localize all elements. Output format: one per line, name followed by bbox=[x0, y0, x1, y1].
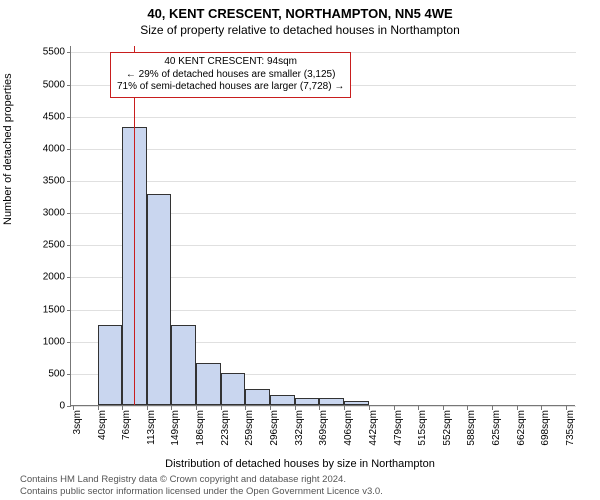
chart-container: 40, KENT CRESCENT, NORTHAMPTON, NN5 4WE … bbox=[0, 0, 600, 500]
xtick-label: 698sqm bbox=[540, 410, 551, 460]
gridline bbox=[71, 117, 576, 118]
chart-area: 40 KENT CRESCENT: 94sqm ← 29% of detache… bbox=[70, 46, 575, 406]
histogram-bar bbox=[344, 401, 368, 405]
xtick-label: 332sqm bbox=[294, 410, 305, 460]
xtick-label: 3sqm bbox=[72, 410, 83, 460]
ytick-mark bbox=[67, 213, 71, 214]
ytick-mark bbox=[67, 245, 71, 246]
ytick-mark bbox=[67, 277, 71, 278]
ytick-label: 4000 bbox=[25, 143, 65, 154]
histogram-bar bbox=[270, 395, 294, 405]
histogram-bar bbox=[196, 363, 221, 405]
ytick-mark bbox=[67, 117, 71, 118]
y-axis-label: Number of detached properties bbox=[2, 73, 14, 225]
legend-box: 40 KENT CRESCENT: 94sqm ← 29% of detache… bbox=[110, 52, 351, 98]
xtick-label: 479sqm bbox=[393, 410, 404, 460]
footnote: Contains HM Land Registry data © Crown c… bbox=[20, 474, 383, 497]
histogram-bar bbox=[98, 325, 122, 405]
histogram-bar bbox=[147, 194, 171, 405]
title-main: 40, KENT CRESCENT, NORTHAMPTON, NN5 4WE bbox=[0, 0, 600, 21]
ytick-label: 2500 bbox=[25, 240, 65, 251]
xtick-label: 662sqm bbox=[516, 410, 527, 460]
ytick-label: 3500 bbox=[25, 176, 65, 187]
ytick-mark bbox=[67, 52, 71, 53]
ytick-label: 3000 bbox=[25, 208, 65, 219]
footnote-line-1: Contains HM Land Registry data © Crown c… bbox=[20, 474, 383, 485]
xtick-label: 259sqm bbox=[244, 410, 255, 460]
ytick-label: 1500 bbox=[25, 304, 65, 315]
ytick-label: 4500 bbox=[25, 111, 65, 122]
xtick-label: 735sqm bbox=[565, 410, 576, 460]
xtick-label: 149sqm bbox=[170, 410, 181, 460]
xtick-label: 186sqm bbox=[195, 410, 206, 460]
legend-line-1: 40 KENT CRESCENT: 94sqm bbox=[117, 56, 344, 69]
ytick-label: 5000 bbox=[25, 79, 65, 90]
ytick-mark bbox=[67, 181, 71, 182]
histogram-bar bbox=[221, 373, 245, 405]
ytick-mark bbox=[67, 374, 71, 375]
title-sub: Size of property relative to detached ho… bbox=[0, 21, 600, 37]
xtick-label: 442sqm bbox=[368, 410, 379, 460]
ytick-mark bbox=[67, 406, 71, 407]
xtick-label: 588sqm bbox=[466, 410, 477, 460]
footnote-line-2: Contains public sector information licen… bbox=[20, 486, 383, 497]
ytick-mark bbox=[67, 310, 71, 311]
xtick-label: 625sqm bbox=[491, 410, 502, 460]
xtick-label: 113sqm bbox=[146, 410, 157, 460]
ytick-label: 5500 bbox=[25, 47, 65, 58]
xtick-label: 369sqm bbox=[318, 410, 329, 460]
ytick-mark bbox=[67, 149, 71, 150]
xtick-label: 76sqm bbox=[121, 410, 132, 460]
xtick-label: 223sqm bbox=[220, 410, 231, 460]
legend-line-2: ← 29% of detached houses are smaller (3,… bbox=[117, 69, 344, 82]
ytick-label: 0 bbox=[25, 401, 65, 412]
xtick-label: 296sqm bbox=[269, 410, 280, 460]
xtick-label: 515sqm bbox=[417, 410, 428, 460]
histogram-bar bbox=[295, 398, 320, 405]
ytick-label: 2000 bbox=[25, 272, 65, 283]
plot-region bbox=[70, 46, 575, 406]
xtick-label: 40sqm bbox=[97, 410, 108, 460]
ytick-mark bbox=[67, 342, 71, 343]
histogram-bar bbox=[245, 389, 270, 405]
legend-line-3: 71% of semi-detached houses are larger (… bbox=[117, 81, 344, 94]
ytick-mark bbox=[67, 85, 71, 86]
histogram-bar bbox=[319, 398, 344, 405]
x-axis-label: Distribution of detached houses by size … bbox=[0, 458, 600, 470]
ytick-label: 1000 bbox=[25, 336, 65, 347]
xtick-label: 406sqm bbox=[343, 410, 354, 460]
xtick-label: 552sqm bbox=[442, 410, 453, 460]
histogram-bar bbox=[171, 325, 196, 405]
reference-line bbox=[134, 46, 135, 405]
ytick-label: 500 bbox=[25, 368, 65, 379]
